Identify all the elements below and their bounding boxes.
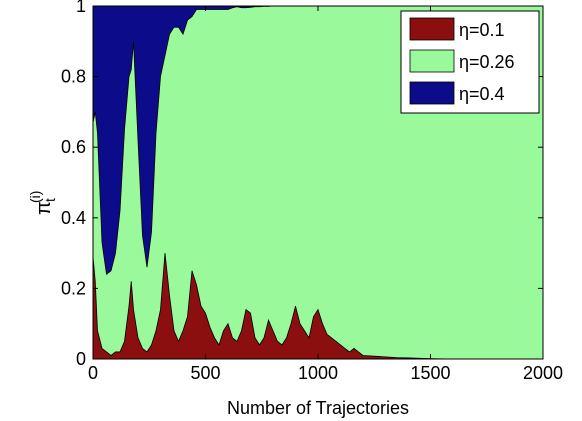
x-tick-label: 0 <box>88 363 98 383</box>
boundary-line-0 <box>92 253 543 360</box>
y-tick-label: 0.4 <box>61 208 86 228</box>
legend-swatch-eta-0-4 <box>409 81 455 105</box>
legend-label-eta-0-1: η=0.1 <box>459 20 505 40</box>
y-axis-label-subscript: t <box>42 198 58 202</box>
y-tick-label: 0.8 <box>61 67 86 87</box>
y-tick-label: 0 <box>76 349 86 369</box>
legend: η=0.1 η=0.26 η=0.4 <box>400 10 540 114</box>
legend-label-eta-0-26: η=0.26 <box>459 52 515 72</box>
x-tick-label: 2000 <box>523 363 563 383</box>
y-axis-ticks: 0 0.2 0.4 0.6 0.8 1 <box>61 0 543 369</box>
x-tick-label: 1500 <box>410 363 450 383</box>
area-series-0 <box>93 253 543 359</box>
area-series-2 <box>93 6 543 275</box>
x-tick-label: 500 <box>190 363 220 383</box>
y-tick-label: 0.6 <box>61 137 86 157</box>
x-axis-ticks: 0 500 1000 1500 2000 <box>88 6 563 383</box>
legend-swatch-eta-0-1 <box>409 17 455 41</box>
legend-label-eta-0-4: η=0.4 <box>459 84 505 104</box>
y-axis-label-symbol: π <box>33 201 55 215</box>
y-tick-label: 1 <box>76 0 86 16</box>
y-tick-label: 0.2 <box>61 278 86 298</box>
y-axis-label: π (i) t <box>27 191 58 215</box>
x-axis-label: Number of Trajectories <box>227 398 409 418</box>
legend-swatch-eta-0-26 <box>409 49 455 73</box>
y-axis-label-superscript: (i) <box>27 191 43 203</box>
x-tick-label: 1000 <box>298 363 338 383</box>
